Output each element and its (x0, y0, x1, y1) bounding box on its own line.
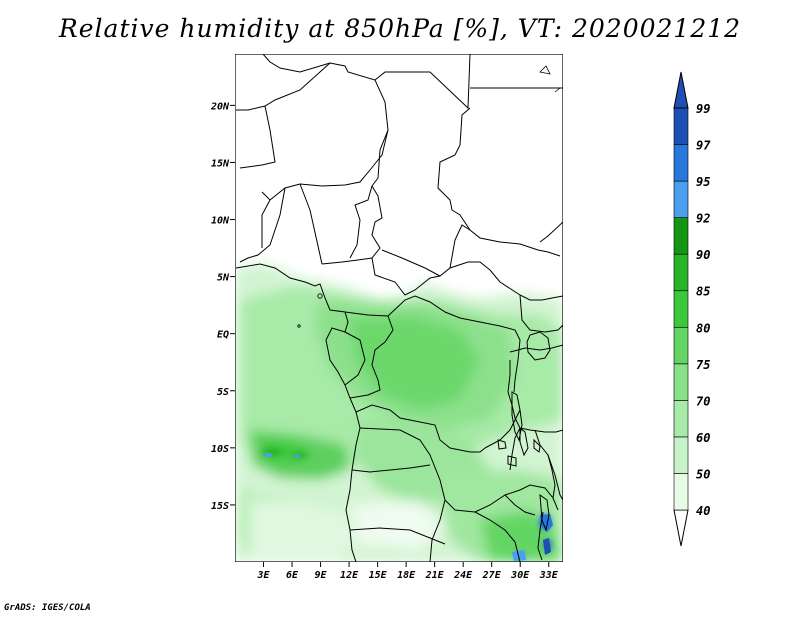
grads-credit: GrADS: IGES/COLA (4, 603, 91, 613)
colorbar-box (673, 473, 689, 511)
humidity-shading (235, 262, 563, 562)
colorbar-label: 75 (696, 358, 710, 372)
lon-tick-label: 21E (425, 570, 445, 581)
colorbar-box (673, 436, 689, 474)
lon-tick-label: 9E (315, 570, 328, 581)
small-islands (297, 65, 561, 328)
colorbar: 40 50 60 70 75 80 85 90 92 95 97 99 (673, 71, 711, 547)
colorbar-label: 40 (696, 504, 710, 518)
lat-tick-label: EQ (217, 330, 229, 341)
colorbar-box (673, 253, 689, 292)
colorbar-label: 80 (696, 321, 710, 335)
lon-tick-label: 3E (256, 570, 270, 581)
lat-tick-label: 5N (217, 273, 230, 284)
colorbar-labels: 40 50 60 70 75 80 85 90 92 95 97 99 (696, 102, 711, 518)
colorbar-box (673, 290, 689, 328)
lon-tick-label: 30E (510, 570, 530, 581)
map-axes: 20N 15N 10N 5N EQ 5S 10S 15S 3E 6E 9E 12E 15E 18E 21E… (210, 101, 559, 581)
colorbar-box (673, 107, 689, 145)
lat-tick-label: 20N (210, 101, 230, 112)
lon-tick-label: 15E (369, 570, 388, 581)
colorbar-box (673, 180, 689, 218)
lat-tick-label: 15S (211, 501, 229, 512)
colorbar-label: 90 (696, 248, 710, 262)
lake-outlines (497, 331, 551, 532)
colorbar-box (673, 400, 689, 438)
colorbar-label: 70 (696, 394, 710, 408)
colorbar-label: 95 (696, 175, 710, 189)
map-panel (235, 54, 563, 562)
colorbar-box (673, 217, 689, 255)
lon-tick-label: 27E (482, 570, 502, 581)
humidity-blue-patches (264, 453, 553, 561)
lon-tick-label: 24E (453, 570, 473, 581)
colorbar-box (673, 363, 689, 401)
colorbar-label: 97 (696, 139, 711, 153)
longitude-ticks: 3E 6E 9E 12E 15E 18E 21E 24E 27E 30E 33E (256, 562, 559, 581)
lon-tick-label: 6E (286, 570, 299, 581)
colorbar-label: 60 (696, 431, 710, 445)
colorbar-upper-triangle (673, 71, 689, 109)
colorbar-boxes (673, 71, 689, 547)
lat-tick-label: 5S (217, 387, 229, 398)
lat-tick-label: 15N (211, 158, 230, 169)
colorbar-box (673, 326, 689, 365)
lon-tick-label: 18E (397, 570, 416, 581)
lat-tick-label: 10N (211, 216, 230, 227)
map-title: Relative humidity at 850hPa [%], VT: 202… (58, 14, 742, 43)
colorbar-label: 85 (696, 285, 710, 299)
latitude-ticks: 20N 15N 10N 5N EQ 5S 10S 15S (210, 101, 235, 512)
lat-tick-label: 10S (211, 444, 229, 455)
colorbar-label: 99 (696, 102, 710, 116)
colorbar-label: 50 (696, 467, 710, 481)
country-boundaries (235, 54, 563, 562)
lon-tick-label: 33E (539, 570, 559, 581)
colorbar-box (673, 144, 689, 182)
lon-tick-label: 12E (340, 570, 359, 581)
colorbar-lower-triangle (673, 509, 689, 547)
colorbar-label: 92 (696, 212, 710, 226)
